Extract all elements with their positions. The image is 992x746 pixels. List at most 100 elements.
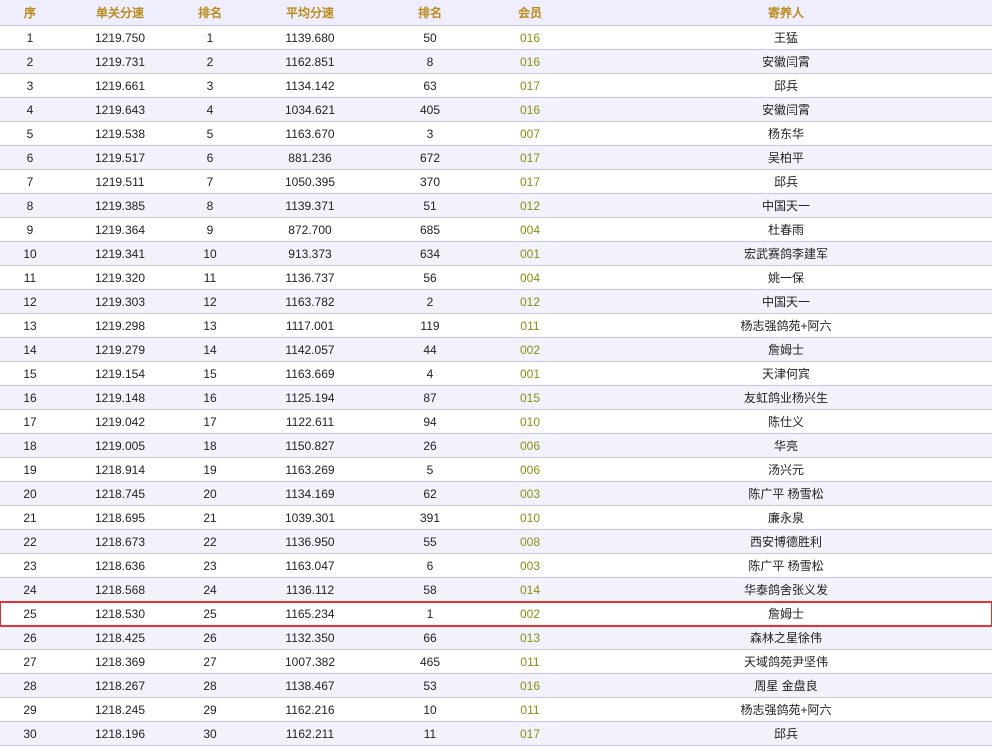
cell-rank1: 8 bbox=[180, 194, 240, 218]
cell-seq: 11 bbox=[0, 266, 60, 290]
cell-avg-speed: 1162.216 bbox=[240, 698, 380, 722]
cell-seq: 5 bbox=[0, 122, 60, 146]
cell-owner: 陈广平 杨雪松 bbox=[580, 554, 992, 578]
cell-member: 006 bbox=[480, 458, 580, 482]
cell-single-speed: 1218.196 bbox=[60, 722, 180, 746]
cell-rank1: 12 bbox=[180, 290, 240, 314]
cell-avg-speed: 1034.621 bbox=[240, 98, 380, 122]
col-avg-speed: 平均分速 bbox=[240, 0, 380, 26]
cell-avg-speed: 1150.827 bbox=[240, 434, 380, 458]
cell-owner: 天域鸽苑尹坚伟 bbox=[580, 650, 992, 674]
cell-avg-speed: 1163.670 bbox=[240, 122, 380, 146]
table-row: 131219.298131117.001119011杨志强鸽苑+阿六 bbox=[0, 314, 992, 338]
cell-rank2: 10 bbox=[380, 698, 480, 722]
table-row: 71219.51171050.395370017邱兵 bbox=[0, 170, 992, 194]
cell-member: 011 bbox=[480, 698, 580, 722]
table-row: 31219.66131134.14263017邱兵 bbox=[0, 74, 992, 98]
cell-avg-speed: 872.700 bbox=[240, 218, 380, 242]
cell-owner: 中国天一 bbox=[580, 194, 992, 218]
cell-owner: 姚一保 bbox=[580, 266, 992, 290]
cell-seq: 18 bbox=[0, 434, 60, 458]
cell-owner: 周星 金盘良 bbox=[580, 674, 992, 698]
cell-rank1: 16 bbox=[180, 386, 240, 410]
cell-member: 011 bbox=[480, 650, 580, 674]
cell-member: 003 bbox=[480, 554, 580, 578]
cell-single-speed: 1219.517 bbox=[60, 146, 180, 170]
cell-single-speed: 1219.511 bbox=[60, 170, 180, 194]
cell-member: 001 bbox=[480, 242, 580, 266]
cell-member: 004 bbox=[480, 266, 580, 290]
cell-rank1: 19 bbox=[180, 458, 240, 482]
cell-seq: 23 bbox=[0, 554, 60, 578]
cell-rank1: 28 bbox=[180, 674, 240, 698]
cell-seq: 2 bbox=[0, 50, 60, 74]
cell-member: 017 bbox=[480, 74, 580, 98]
ranking-table: 序 单关分速 排名 平均分速 排名 会员 寄养人 11219.75011139.… bbox=[0, 0, 992, 746]
cell-owner: 安徽闫霄 bbox=[580, 50, 992, 74]
cell-owner: 杨志强鸽苑+阿六 bbox=[580, 314, 992, 338]
cell-rank1: 17 bbox=[180, 410, 240, 434]
table-row: 41219.64341034.621405016安徽闫霄 bbox=[0, 98, 992, 122]
table-row: 101219.34110913.373634001宏武赛鸽李建军 bbox=[0, 242, 992, 266]
cell-rank1: 30 bbox=[180, 722, 240, 746]
cell-seq: 9 bbox=[0, 218, 60, 242]
cell-rank1: 24 bbox=[180, 578, 240, 602]
table-row: 221218.673221136.95055008西安博德胜利 bbox=[0, 530, 992, 554]
table-row: 61219.5176881.236672017吴柏平 bbox=[0, 146, 992, 170]
cell-seq: 16 bbox=[0, 386, 60, 410]
table-row: 241218.568241136.11258014华泰鸽舍张义发 bbox=[0, 578, 992, 602]
cell-member: 017 bbox=[480, 170, 580, 194]
cell-member: 016 bbox=[480, 26, 580, 50]
table-row: 151219.154151163.6694001天津何宾 bbox=[0, 362, 992, 386]
cell-member: 012 bbox=[480, 290, 580, 314]
table-row: 141219.279141142.05744002詹姆士 bbox=[0, 338, 992, 362]
cell-single-speed: 1219.385 bbox=[60, 194, 180, 218]
cell-rank1: 13 bbox=[180, 314, 240, 338]
cell-avg-speed: 1138.467 bbox=[240, 674, 380, 698]
cell-single-speed: 1219.042 bbox=[60, 410, 180, 434]
cell-avg-speed: 1163.669 bbox=[240, 362, 380, 386]
cell-rank2: 63 bbox=[380, 74, 480, 98]
cell-rank2: 94 bbox=[380, 410, 480, 434]
cell-seq: 28 bbox=[0, 674, 60, 698]
cell-owner: 华亮 bbox=[580, 434, 992, 458]
cell-member: 010 bbox=[480, 410, 580, 434]
cell-avg-speed: 913.373 bbox=[240, 242, 380, 266]
cell-owner: 森林之星徐伟 bbox=[580, 626, 992, 650]
cell-rank1: 7 bbox=[180, 170, 240, 194]
table-row: 21219.73121162.8518016安徽闫霄 bbox=[0, 50, 992, 74]
cell-single-speed: 1219.643 bbox=[60, 98, 180, 122]
col-owner: 寄养人 bbox=[580, 0, 992, 26]
cell-single-speed: 1219.750 bbox=[60, 26, 180, 50]
cell-single-speed: 1219.279 bbox=[60, 338, 180, 362]
cell-owner: 友虹鸽业杨兴生 bbox=[580, 386, 992, 410]
cell-owner: 杨东华 bbox=[580, 122, 992, 146]
cell-member: 017 bbox=[480, 722, 580, 746]
cell-rank2: 53 bbox=[380, 674, 480, 698]
cell-seq: 17 bbox=[0, 410, 60, 434]
cell-rank1: 2 bbox=[180, 50, 240, 74]
cell-single-speed: 1219.341 bbox=[60, 242, 180, 266]
cell-owner: 廉永泉 bbox=[580, 506, 992, 530]
cell-member: 011 bbox=[480, 314, 580, 338]
cell-single-speed: 1219.364 bbox=[60, 218, 180, 242]
cell-seq: 14 bbox=[0, 338, 60, 362]
col-member: 会员 bbox=[480, 0, 580, 26]
cell-single-speed: 1218.369 bbox=[60, 650, 180, 674]
col-single-speed: 单关分速 bbox=[60, 0, 180, 26]
cell-rank1: 20 bbox=[180, 482, 240, 506]
col-rank2: 排名 bbox=[380, 0, 480, 26]
table-row: 201218.745201134.16962003陈广平 杨雪松 bbox=[0, 482, 992, 506]
cell-rank2: 6 bbox=[380, 554, 480, 578]
cell-seq: 12 bbox=[0, 290, 60, 314]
cell-rank2: 672 bbox=[380, 146, 480, 170]
cell-seq: 22 bbox=[0, 530, 60, 554]
cell-single-speed: 1219.538 bbox=[60, 122, 180, 146]
cell-owner: 吴柏平 bbox=[580, 146, 992, 170]
cell-avg-speed: 1163.782 bbox=[240, 290, 380, 314]
cell-rank2: 3 bbox=[380, 122, 480, 146]
cell-rank1: 22 bbox=[180, 530, 240, 554]
cell-seq: 10 bbox=[0, 242, 60, 266]
cell-rank2: 370 bbox=[380, 170, 480, 194]
cell-rank2: 4 bbox=[380, 362, 480, 386]
